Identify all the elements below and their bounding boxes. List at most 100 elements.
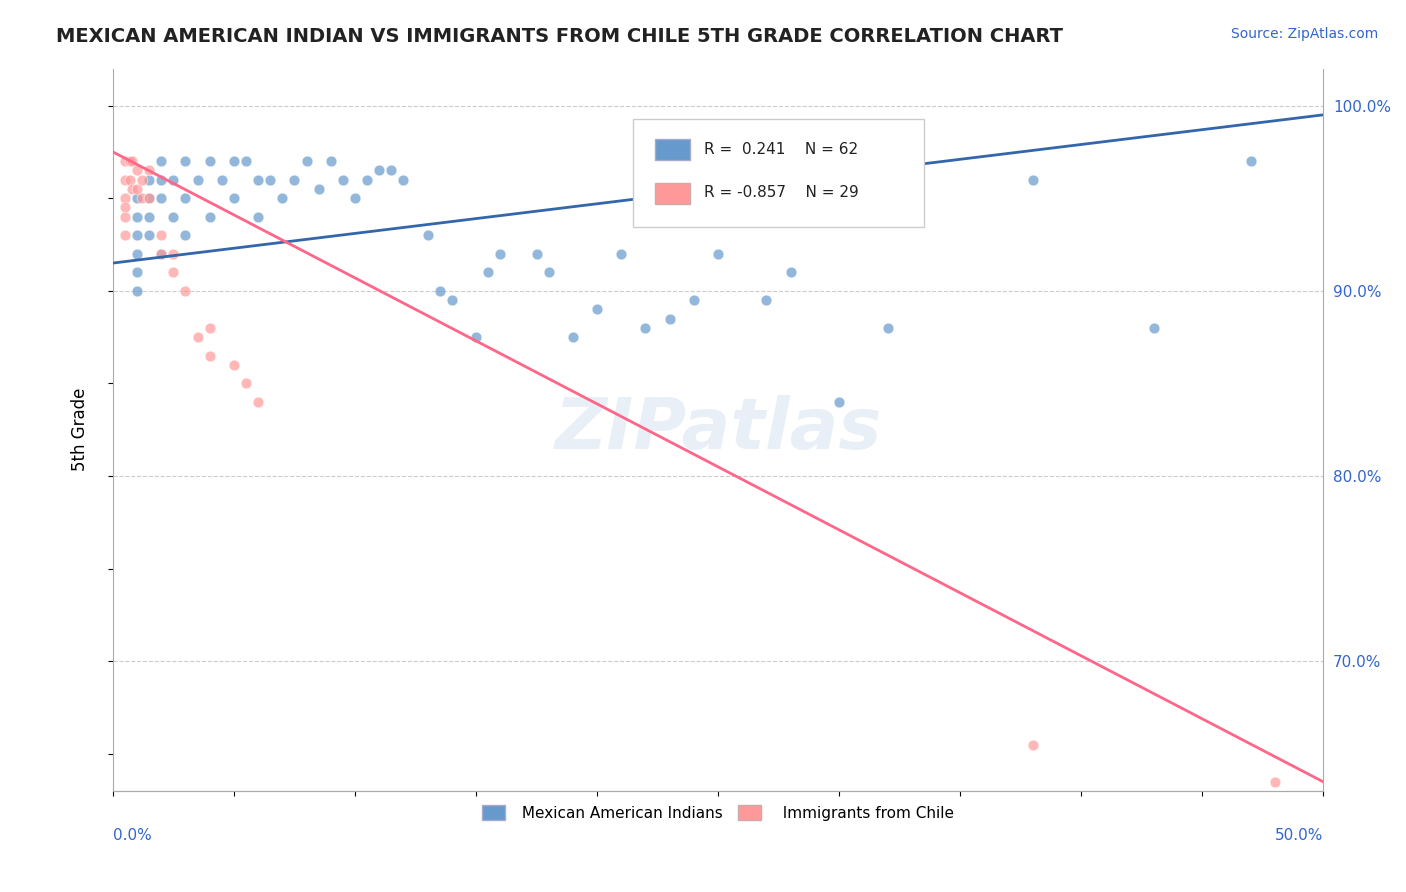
Point <box>247 210 270 224</box>
Point <box>198 154 221 169</box>
Point <box>368 163 391 178</box>
Point <box>174 191 197 205</box>
Point <box>489 247 512 261</box>
Point <box>131 172 153 186</box>
Point <box>114 172 136 186</box>
Point <box>118 172 141 186</box>
Point <box>125 265 148 279</box>
Point <box>586 302 609 317</box>
Point <box>828 395 851 409</box>
Point <box>271 191 294 205</box>
Point <box>779 265 801 279</box>
Point <box>392 172 415 186</box>
Y-axis label: 5th Grade: 5th Grade <box>72 388 89 472</box>
Point <box>187 330 209 344</box>
Point <box>1240 154 1263 169</box>
Point <box>235 376 257 391</box>
Point <box>114 191 136 205</box>
Point <box>222 358 245 372</box>
Point <box>125 182 148 196</box>
Legend:  Mexican American Indians,   Immigrants from Chile: Mexican American Indians, Immigrants fro… <box>475 798 960 827</box>
Point <box>319 154 342 169</box>
Point <box>187 172 209 186</box>
Point <box>138 163 160 178</box>
Point <box>125 284 148 298</box>
Point <box>162 247 184 261</box>
Point <box>211 172 233 186</box>
Point <box>150 228 173 243</box>
Point <box>150 154 173 169</box>
Point <box>174 154 197 169</box>
Point <box>1022 172 1045 186</box>
Point <box>1022 738 1045 752</box>
Point <box>247 395 270 409</box>
Point <box>114 154 136 169</box>
Point <box>707 247 730 261</box>
Point <box>125 191 148 205</box>
Point <box>138 210 160 224</box>
Point <box>118 154 141 169</box>
Point <box>429 284 451 298</box>
Point <box>125 228 148 243</box>
Point <box>150 172 173 186</box>
Text: R =  0.241    N = 62: R = 0.241 N = 62 <box>703 142 858 157</box>
Point <box>755 293 778 307</box>
Point <box>174 228 197 243</box>
Point <box>174 284 197 298</box>
Text: MEXICAN AMERICAN INDIAN VS IMMIGRANTS FROM CHILE 5TH GRADE CORRELATION CHART: MEXICAN AMERICAN INDIAN VS IMMIGRANTS FR… <box>56 27 1063 45</box>
Point <box>658 311 681 326</box>
Point <box>259 172 281 186</box>
Point <box>150 247 173 261</box>
Text: 50.0%: 50.0% <box>1275 828 1323 843</box>
Point <box>526 247 548 261</box>
Point <box>138 172 160 186</box>
Point <box>380 163 402 178</box>
Point <box>114 210 136 224</box>
Point <box>332 172 354 186</box>
Point <box>610 247 633 261</box>
Point <box>131 191 153 205</box>
Point <box>634 321 657 335</box>
Point <box>138 228 160 243</box>
Point <box>162 210 184 224</box>
Text: 0.0%: 0.0% <box>112 828 152 843</box>
Point <box>343 191 366 205</box>
Point <box>198 210 221 224</box>
Point <box>283 172 305 186</box>
Point <box>477 265 499 279</box>
Point <box>1264 774 1286 789</box>
Point <box>121 182 143 196</box>
Point <box>162 265 184 279</box>
Point <box>537 265 560 279</box>
Point <box>440 293 463 307</box>
Point <box>121 154 143 169</box>
Point <box>150 247 173 261</box>
Text: R = -0.857    N = 29: R = -0.857 N = 29 <box>703 186 858 201</box>
Text: Source: ZipAtlas.com: Source: ZipAtlas.com <box>1230 27 1378 41</box>
Point <box>138 191 160 205</box>
Point <box>247 172 270 186</box>
Point <box>162 172 184 186</box>
Point <box>416 228 439 243</box>
Point <box>114 201 136 215</box>
FancyBboxPatch shape <box>655 139 690 161</box>
Point <box>222 191 245 205</box>
Point <box>125 247 148 261</box>
Point <box>356 172 378 186</box>
Point <box>125 163 148 178</box>
Point <box>308 182 330 196</box>
Point <box>198 321 221 335</box>
Point <box>876 321 898 335</box>
Point <box>1143 321 1166 335</box>
Point <box>222 154 245 169</box>
Point <box>150 191 173 205</box>
Text: ZIPatlas: ZIPatlas <box>554 395 882 465</box>
Point <box>682 293 704 307</box>
Point <box>114 228 136 243</box>
FancyBboxPatch shape <box>655 183 690 203</box>
Point <box>295 154 318 169</box>
Point <box>125 210 148 224</box>
Point <box>235 154 257 169</box>
Point <box>465 330 488 344</box>
Point <box>198 349 221 363</box>
